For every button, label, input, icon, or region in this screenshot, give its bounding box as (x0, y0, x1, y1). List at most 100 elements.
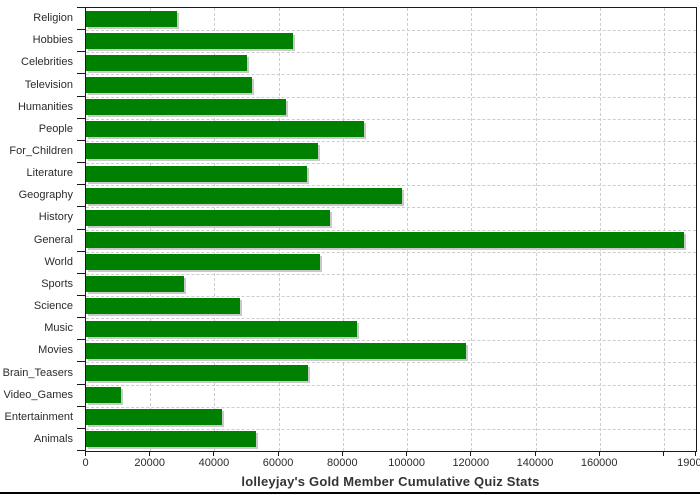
gridline-horizontal (86, 273, 696, 275)
y-axis-tick (77, 140, 85, 141)
gridline-horizontal (86, 251, 696, 253)
y-axis-tick (77, 406, 85, 407)
y-axis-label: Religion (33, 12, 73, 25)
bar-geography (86, 187, 402, 204)
gridline-horizontal (86, 140, 696, 142)
y-axis-tick (77, 96, 85, 97)
y-axis-tick (77, 295, 85, 296)
bar-humanities (86, 99, 286, 116)
bar-movies (86, 342, 467, 359)
bar-video_games (86, 387, 121, 403)
plot-area (85, 7, 697, 452)
y-axis-label: Geography (18, 189, 73, 202)
y-axis-tick (77, 206, 85, 207)
bar-science (86, 298, 241, 315)
gridline-horizontal (86, 207, 696, 209)
y-axis-label: Science (33, 300, 73, 312)
gridline-horizontal (86, 406, 696, 408)
gridline-horizontal (86, 229, 696, 231)
gridline-horizontal (86, 318, 696, 320)
y-axis-tick (77, 118, 85, 119)
gridline-horizontal (86, 74, 696, 76)
y-axis-label: Entertainment (4, 410, 73, 423)
x-axis-label: 140000 (516, 457, 554, 469)
y-axis-label: General (33, 233, 73, 246)
bar-television (86, 76, 252, 93)
gridline-horizontal (86, 340, 696, 342)
x-axis-label: 80000 (327, 457, 358, 469)
x-axis-tick (406, 451, 408, 456)
x-axis-tick (149, 451, 151, 456)
y-axis-label: Hobbies (32, 34, 73, 47)
gridline-horizontal (86, 362, 696, 364)
bottom-border-line (0, 492, 700, 494)
chart-title: lolleyjay's Gold Member Cumulative Quiz … (241, 474, 540, 489)
y-axis-label: Movies (38, 344, 73, 357)
y-axis-tick (77, 184, 85, 185)
bar-music (86, 320, 357, 337)
bar-brain_teasers (86, 364, 308, 381)
y-axis-label: Video_Games (3, 388, 73, 401)
x-axis-tick (662, 451, 664, 456)
y-axis-label: Celebrities (21, 56, 73, 69)
bar-history (86, 209, 330, 226)
y-axis-tick (77, 73, 85, 74)
bar-literature (86, 165, 307, 182)
gridline-horizontal (86, 185, 696, 187)
y-axis-label: For_Children (9, 145, 73, 157)
y-axis-tick (77, 317, 85, 318)
x-axis-tick (213, 451, 215, 456)
y-axis-tick (77, 251, 85, 252)
gridline-horizontal (86, 52, 696, 54)
bar-world (86, 254, 320, 271)
x-axis-label: 160000 (580, 457, 618, 469)
y-axis-tick (77, 51, 85, 52)
x-axis-tick (534, 451, 536, 456)
y-axis-tick (77, 273, 85, 274)
y-axis-label: Sports (41, 277, 73, 290)
x-axis-label: 60000 (262, 457, 294, 469)
bar-for_children (86, 143, 318, 160)
gridline-horizontal (86, 96, 696, 98)
x-axis-label: 120000 (452, 457, 490, 469)
x-axis-label: 190000 (677, 457, 700, 469)
x-axis-label: 100000 (388, 457, 425, 469)
y-axis-tick (77, 7, 85, 8)
y-axis-tick (77, 428, 85, 429)
x-axis-label: 0 (82, 457, 89, 469)
y-axis-label: Literature (26, 167, 73, 180)
y-axis-label: Brain_Teasers (2, 366, 73, 379)
bar-people (86, 121, 365, 138)
bar-celebrities (86, 54, 248, 71)
y-axis-tick (77, 229, 85, 230)
bar-general (86, 232, 684, 248)
x-axis-tick (341, 451, 343, 456)
x-axis-label: 20000 (134, 457, 165, 469)
gridline-horizontal (86, 384, 696, 386)
bar-entertainment (86, 409, 223, 426)
gridline-horizontal (86, 295, 696, 297)
x-axis-tick (277, 451, 279, 456)
x-axis-label: 40000 (198, 457, 230, 469)
x-axis-tick (695, 451, 696, 456)
gridline-horizontal (86, 118, 696, 120)
y-axis-label: World (44, 255, 73, 268)
gridline-horizontal (86, 30, 696, 32)
y-axis-label: People (38, 122, 73, 135)
y-axis-tick (77, 162, 85, 163)
y-axis-label: Animals (33, 432, 73, 445)
y-axis-tick (77, 450, 85, 451)
y-axis-label: Television (24, 78, 73, 91)
x-axis-tick (470, 451, 472, 456)
y-axis-label: History (38, 211, 73, 224)
gridline-horizontal (86, 428, 696, 430)
y-axis-tick (77, 361, 85, 362)
gridline-horizontal (86, 163, 696, 164)
y-axis-tick (77, 29, 85, 30)
y-axis-tick (77, 384, 85, 385)
bar-religion (86, 10, 177, 27)
y-axis-label: Humanities (17, 100, 73, 113)
bar-sports (86, 276, 184, 293)
y-axis-tick (77, 339, 85, 340)
